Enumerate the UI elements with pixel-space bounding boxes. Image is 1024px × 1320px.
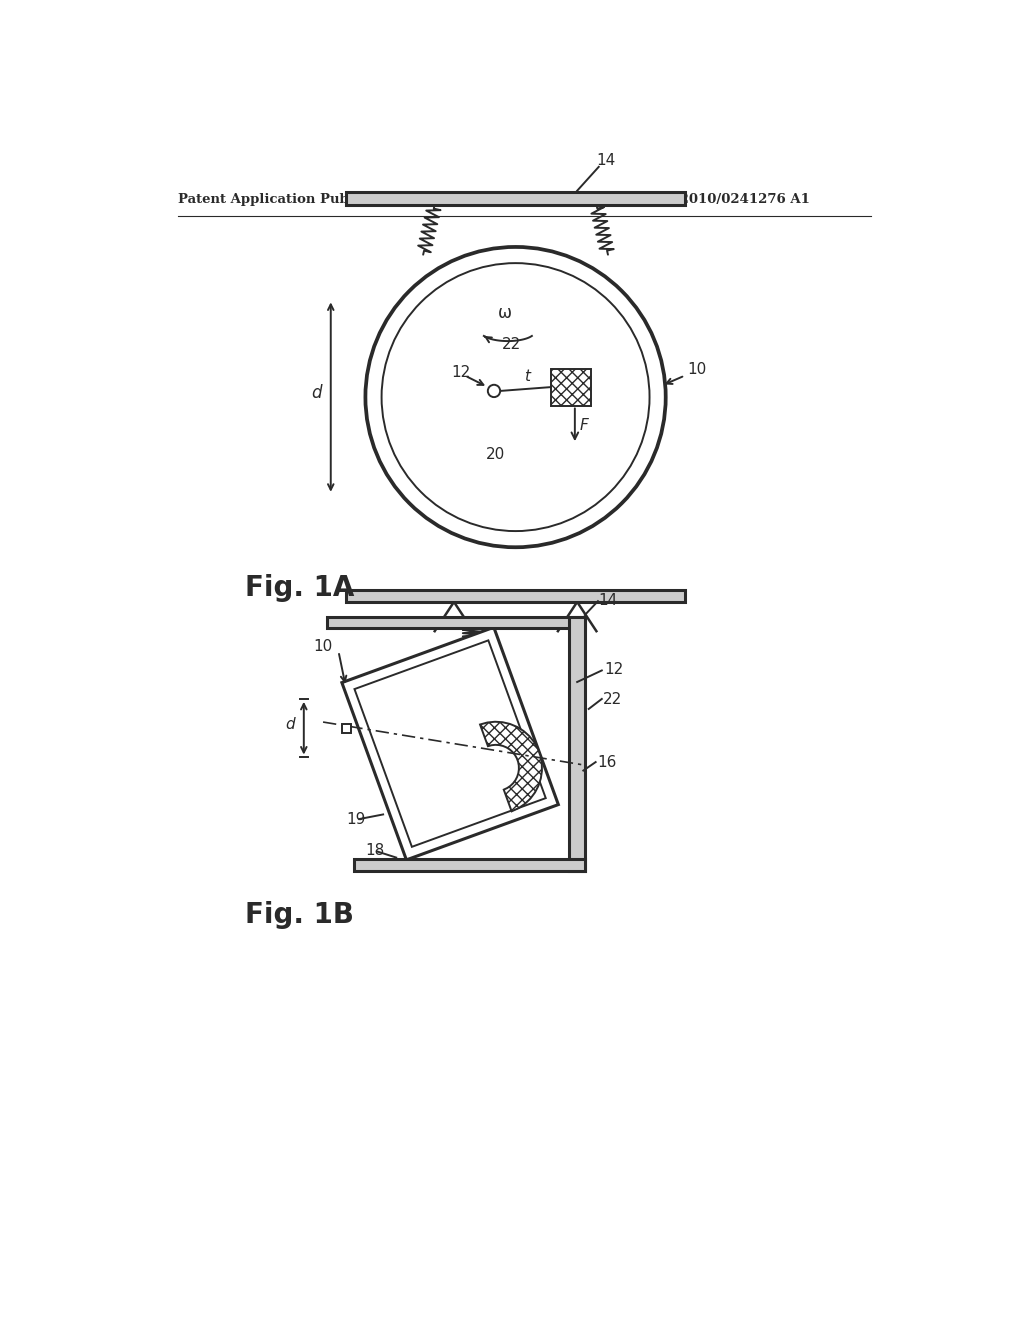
Text: F: F <box>580 418 588 433</box>
Bar <box>569 616 585 871</box>
Bar <box>342 723 351 733</box>
Text: 19: 19 <box>346 812 366 828</box>
Text: Patent Application Publication: Patent Application Publication <box>178 193 406 206</box>
Polygon shape <box>480 722 542 812</box>
Text: Fig. 1A: Fig. 1A <box>245 574 354 602</box>
Text: US 2010/0241276 A1: US 2010/0241276 A1 <box>654 193 810 206</box>
Bar <box>354 859 585 871</box>
Text: 14: 14 <box>599 593 617 609</box>
Polygon shape <box>354 640 546 847</box>
Text: t: t <box>524 370 530 384</box>
Ellipse shape <box>382 263 649 531</box>
Polygon shape <box>342 627 558 859</box>
Bar <box>346 590 685 602</box>
Text: 18: 18 <box>366 843 385 858</box>
Text: d: d <box>285 717 295 731</box>
Text: 12: 12 <box>452 366 471 380</box>
Text: 22: 22 <box>603 692 623 706</box>
Text: ω: ω <box>498 305 512 322</box>
Text: 22: 22 <box>502 337 521 351</box>
Ellipse shape <box>366 247 666 548</box>
Bar <box>346 193 685 205</box>
Text: 20: 20 <box>486 446 506 462</box>
Polygon shape <box>551 368 591 405</box>
Text: 14: 14 <box>596 153 615 169</box>
Bar <box>327 616 585 628</box>
Circle shape <box>487 385 500 397</box>
Text: 16: 16 <box>597 755 616 770</box>
Text: 10: 10 <box>313 639 333 655</box>
Text: d: d <box>311 384 323 403</box>
Text: Fig. 1B: Fig. 1B <box>245 902 353 929</box>
Text: 10: 10 <box>687 362 707 378</box>
Text: 12: 12 <box>604 663 624 677</box>
Text: Sep. 23, 2010  Sheet 1 of 24: Sep. 23, 2010 Sheet 1 of 24 <box>400 193 608 206</box>
